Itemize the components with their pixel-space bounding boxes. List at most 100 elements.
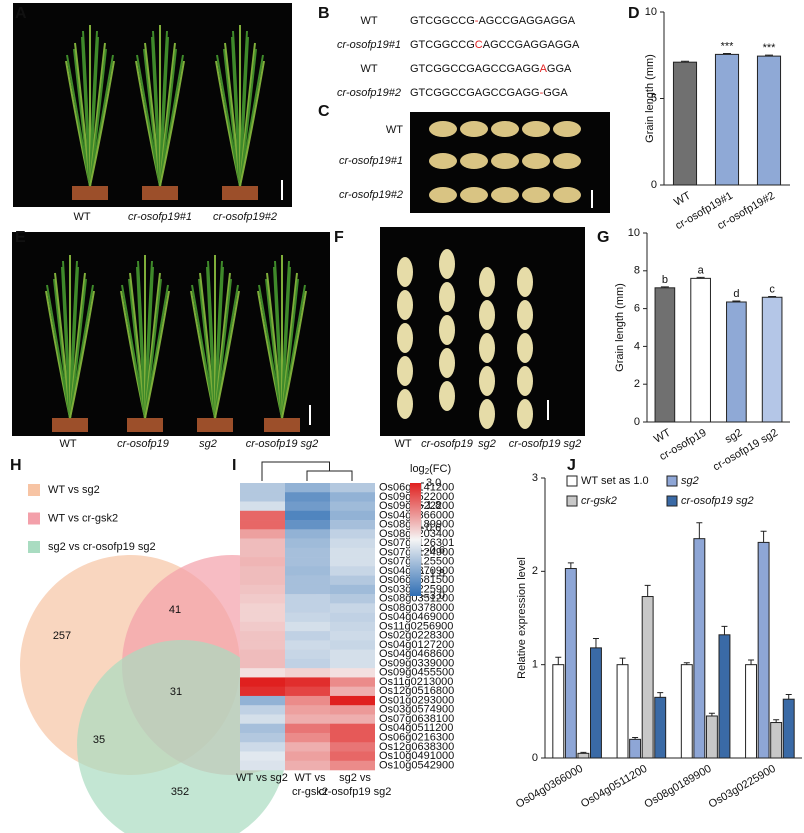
leaf	[214, 290, 240, 419]
photo-label: cr-osofp19#2	[339, 189, 403, 201]
heatmap-cell	[330, 492, 375, 502]
heatmap-cell	[330, 705, 375, 715]
photo-label: sg2	[199, 438, 217, 450]
gene-label: Os01g0293000	[379, 694, 454, 706]
heatmap-cell	[240, 760, 285, 771]
photo-label: cr-osofp19	[421, 438, 473, 450]
sequence-part: GGA	[543, 87, 568, 99]
heatmap-cell	[285, 557, 330, 567]
bar	[577, 752, 590, 759]
significance-label: ***	[763, 42, 777, 54]
heatmap-cell	[240, 751, 285, 762]
grain	[479, 399, 495, 429]
significance-label: d	[733, 288, 739, 300]
panel-letter: D	[628, 5, 640, 22]
panel-letter: A	[15, 5, 27, 22]
panel-letter: G	[597, 229, 609, 246]
sequence: GTCGGCCGAGCCGAGG-GGA	[410, 87, 568, 99]
heatmap-cell	[240, 612, 285, 623]
sequence: GTCGGCCGCAGCCGAGGAGGA	[410, 39, 580, 51]
heatmap-cell	[285, 575, 330, 586]
heatmap-cell	[330, 677, 375, 687]
y-tick-label: 4	[634, 340, 640, 352]
heatmap-cell	[285, 501, 330, 512]
heatmap-cell	[330, 621, 375, 632]
sequence-part: GTCGGCCG	[410, 39, 475, 51]
bar	[616, 664, 629, 759]
heatmap-cell	[330, 686, 375, 697]
panel-letter: H	[10, 457, 22, 474]
sequence: GTCGGCCGAGCCGAGGAGGA	[410, 63, 572, 75]
error-bar	[592, 638, 599, 648]
heatmap-cell	[330, 520, 375, 530]
legend-label: WT set as 1.0	[581, 475, 649, 487]
photo-label: WT	[394, 438, 411, 450]
legend-swatch	[666, 475, 678, 487]
heatmap-cell	[240, 483, 285, 493]
grain	[397, 323, 413, 353]
heatmap-cell	[330, 742, 375, 752]
pot	[52, 418, 88, 432]
error-bar	[567, 562, 574, 569]
heatmap-cell	[285, 483, 330, 493]
heatmap-cell	[285, 594, 330, 604]
gene-label: Os06g0216300	[379, 732, 454, 744]
heatmap-cell	[285, 649, 330, 660]
bar	[770, 722, 783, 759]
venn-count: 35	[93, 734, 105, 746]
bar	[693, 538, 706, 759]
venn-set	[77, 640, 287, 833]
pot	[127, 418, 163, 432]
sequence: GTCGGCCG-AGCCGAGGAGGA	[410, 15, 576, 27]
x-tick-label: Os08g0189900	[642, 763, 713, 811]
heatmap-cell	[330, 584, 375, 595]
heatmap-cell	[285, 529, 330, 539]
error-bar	[681, 60, 689, 63]
y-axis-label: Grain length (mm)	[614, 283, 626, 372]
y-axis-label: Grain length (mm)	[644, 54, 656, 143]
heatmap-cell	[285, 631, 330, 641]
heatmap-cell	[330, 510, 375, 521]
grain	[439, 315, 455, 345]
heatmap-cell	[240, 566, 285, 576]
heatmap-cell	[285, 520, 330, 530]
column-label: cr-gsk2	[292, 786, 328, 798]
legend-swatch	[666, 495, 678, 507]
heatmap-cell	[285, 621, 330, 632]
heatmap-cell	[330, 649, 375, 660]
heatmap-cell	[285, 742, 330, 752]
leaf	[281, 290, 307, 419]
dendrogram	[261, 461, 353, 481]
y-tick-label: 0	[651, 179, 657, 191]
y-tick-label: 10	[628, 227, 640, 239]
bar	[705, 715, 718, 759]
error-bar	[683, 662, 690, 665]
column-label: sg2 vs	[339, 772, 371, 784]
gene-label: Os09g0339000	[379, 657, 454, 669]
heatmap-cell	[330, 612, 375, 623]
y-tick-label: 0	[634, 416, 640, 428]
gene-label: Os12g0638300	[379, 741, 454, 753]
grain	[517, 300, 533, 330]
error-bar	[773, 719, 780, 723]
column-label: WT vs	[295, 772, 326, 784]
photo-label: cr-osofp19#1	[339, 155, 403, 167]
gene-label: Os08g0378000	[379, 602, 454, 614]
bar	[552, 664, 565, 759]
error-bar	[785, 694, 792, 700]
heatmap-cell	[240, 658, 285, 669]
legend-label: cr-gsk2	[581, 495, 617, 507]
panel-letter: F	[334, 229, 344, 246]
legend-swatch	[28, 512, 40, 525]
colorbar	[410, 483, 421, 596]
bar	[680, 664, 693, 759]
grain	[553, 121, 581, 137]
heatmap-cell	[240, 603, 285, 613]
heatmap-cell	[330, 695, 375, 706]
leaf	[144, 290, 170, 419]
grain	[397, 389, 413, 419]
grain	[397, 257, 413, 287]
y-tick-label: 8	[634, 265, 640, 277]
grain	[479, 366, 495, 396]
mutation: A	[540, 63, 548, 75]
